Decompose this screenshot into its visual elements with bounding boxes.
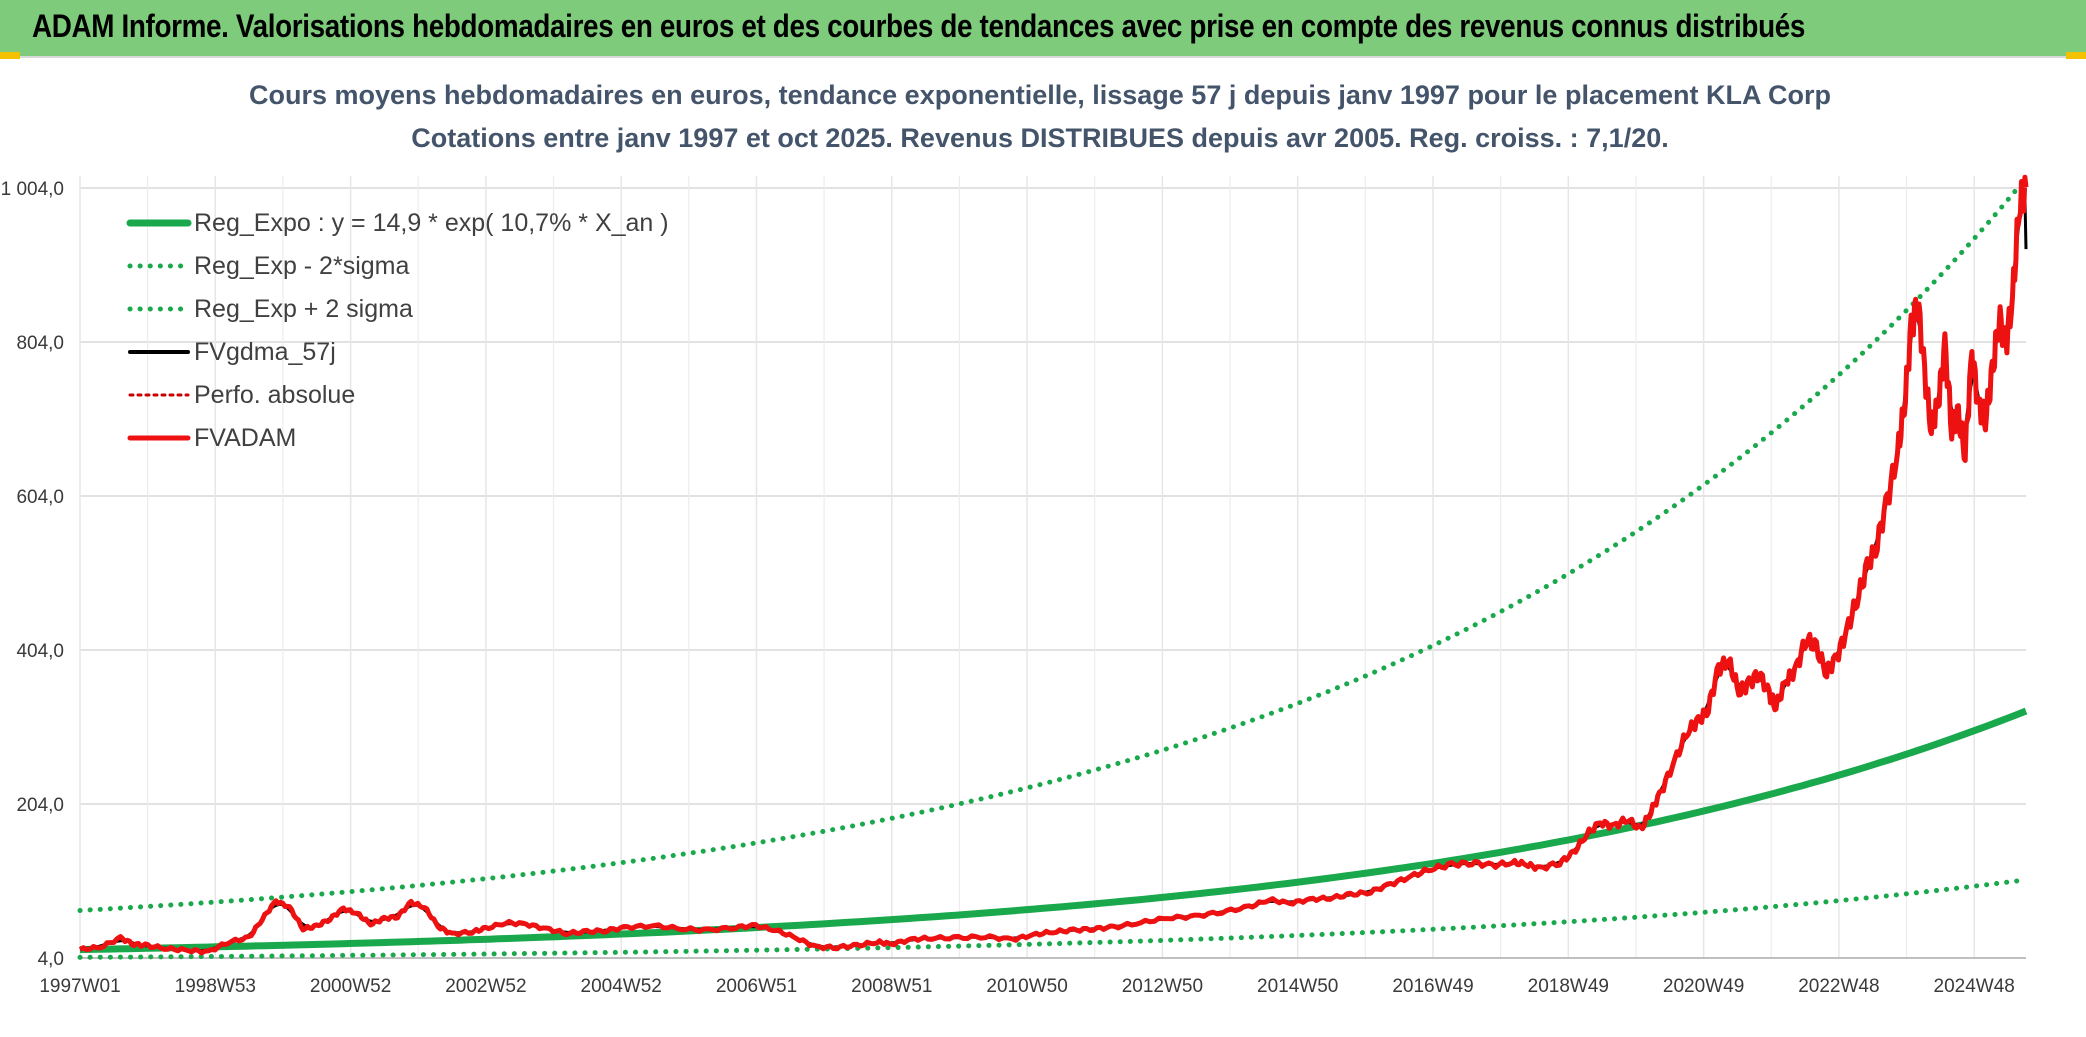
y-tick-label: 4,0 <box>38 949 64 970</box>
x-tick-label: 2012W50 <box>1122 976 1203 997</box>
x-tick-label: 2008W51 <box>851 976 932 997</box>
report-banner: ADAM Informe. Valorisations hebdomadaire… <box>0 0 2086 58</box>
legend-label-reg_minus: Reg_Exp - 2*sigma <box>194 252 409 280</box>
corner-marker-right <box>2066 52 2086 59</box>
legend-label-adam: FVADAM <box>194 424 296 452</box>
y-tick-label: 1 004,0 <box>1 179 64 200</box>
x-tick-label: 2000W52 <box>310 976 391 997</box>
y-tick-label: 404,0 <box>16 641 64 662</box>
x-tick-label: 2016W49 <box>1392 976 1473 997</box>
x-tick-label: 1997W01 <box>39 976 120 997</box>
x-tick-label: 2020W49 <box>1663 976 1744 997</box>
chart-title: Cours moyens hebdomadaires en euros, ten… <box>249 80 1831 110</box>
legend-label-reg_plus: Reg_Exp + 2 sigma <box>194 295 413 323</box>
chart-subtitle: Cotations entre janv 1997 et oct 2025. R… <box>411 123 1669 153</box>
x-tick-label: 2006W51 <box>716 976 797 997</box>
x-tick-label: 2004W52 <box>581 976 662 997</box>
chart-legend: Reg_Expo : y = 14,9 * exp( 10,7% * X_an … <box>126 209 669 452</box>
report-title: ADAM Informe. Valorisations hebdomadaire… <box>32 8 1806 44</box>
y-tick-label: 804,0 <box>16 333 64 354</box>
x-tick-label: 2018W49 <box>1528 976 1609 997</box>
plot-area <box>77 174 2029 960</box>
y-axis: 4,0 204,0 404,0 604,0 804,0 1 004,0 <box>1 179 64 970</box>
x-tick-label: 2002W52 <box>445 976 526 997</box>
y-tick-label: 204,0 <box>16 795 64 816</box>
price-chart: Cours moyens hebdomadaires en euros, ten… <box>1 80 2029 997</box>
x-tick-label: 2024W48 <box>1934 976 2015 997</box>
series-reg-exp-plus-2-sigma <box>77 175 2029 913</box>
series-reg-expo <box>79 707 2028 954</box>
series-fvadam <box>78 174 2029 956</box>
y-tick-label: 604,0 <box>16 487 64 508</box>
corner-marker-left <box>0 52 20 59</box>
series-reg-exp-minus-2-sigma <box>77 877 2029 960</box>
x-tick-label: 2022W48 <box>1798 976 1879 997</box>
gridlines <box>79 176 2026 959</box>
legend-label-gdma: FVgdma_57j <box>194 338 336 366</box>
legend-label-reg_expo: Reg_Expo : y = 14,9 * exp( 10,7% * X_an … <box>194 209 669 237</box>
x-tick-label: 1998W53 <box>175 976 256 997</box>
x-tick-label: 2010W50 <box>986 976 1067 997</box>
x-axis: 1997W01 1998W53 2000W52 2002W52 2004W52 2006W… <box>39 976 2015 997</box>
legend-label-perfo: Perfo. absolue <box>194 381 355 409</box>
x-tick-label: 2014W50 <box>1257 976 1338 997</box>
